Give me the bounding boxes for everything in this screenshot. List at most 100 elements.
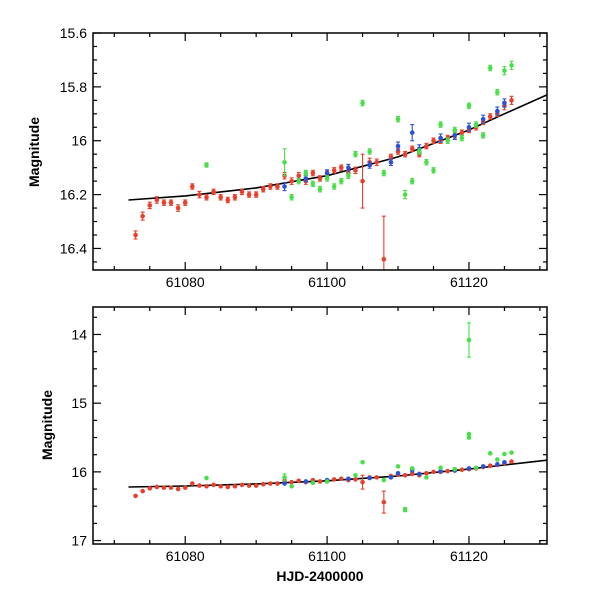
bottom-panel: 61080 61100 61120 14 15 16 17 Magnitude <box>39 306 548 564</box>
blue-data-point <box>367 475 372 481</box>
red-data-point <box>275 183 280 190</box>
blue-data-point <box>502 459 507 465</box>
green-data-point <box>395 464 401 469</box>
blue-data-point <box>438 133 443 143</box>
blue-data-point <box>502 98 507 108</box>
green-data-point <box>466 322 472 358</box>
y-tick-label: 15.8 <box>60 79 87 95</box>
red-data-point <box>424 470 429 476</box>
red-data-point <box>225 196 231 204</box>
red-data-point <box>310 169 316 177</box>
green-data-point <box>282 148 287 177</box>
green-data-point <box>204 162 209 168</box>
green-data-point <box>424 475 429 480</box>
red-data-point <box>204 483 209 489</box>
bottom-ticks-layer: 61080 61100 61120 14 15 16 17 <box>71 307 547 564</box>
green-data-point <box>317 185 323 193</box>
blue-data-point <box>417 471 422 477</box>
red-data-point <box>190 481 195 486</box>
red-data-point <box>225 484 231 490</box>
green-data-point <box>495 457 500 462</box>
green-data-point <box>466 102 472 109</box>
red-data-point <box>374 158 380 167</box>
green-data-point <box>459 134 465 142</box>
bottom-plot-frame <box>92 306 548 545</box>
blue-data-point <box>388 158 394 167</box>
red-data-point <box>133 493 138 499</box>
blue-data-point <box>495 106 500 116</box>
green-data-point <box>324 479 330 484</box>
blue-data-point <box>367 161 372 169</box>
red-data-point <box>487 113 493 120</box>
red-data-point <box>424 142 429 150</box>
red-data-point <box>360 474 365 490</box>
green-data-point <box>289 483 294 489</box>
red-data-point <box>509 95 514 105</box>
green-data-point <box>487 64 493 72</box>
red-data-point <box>374 475 380 480</box>
blue-data-point <box>480 114 486 124</box>
green-data-point <box>452 466 458 472</box>
red-data-point <box>168 199 174 206</box>
red-data-point <box>161 199 167 206</box>
red-data-point <box>431 469 436 475</box>
green-data-point <box>409 177 415 185</box>
red-data-point <box>239 482 245 488</box>
red-data-point <box>190 183 195 190</box>
bottom-y-axis-label: Magnitude <box>39 390 55 460</box>
blue-data-point <box>388 475 394 480</box>
blue-data-point <box>346 163 351 172</box>
green-data-point <box>367 148 372 155</box>
red-data-point <box>381 215 387 270</box>
top-points-layer <box>133 60 514 270</box>
red-data-point <box>445 468 450 474</box>
red-data-point <box>232 483 238 489</box>
red-data-point <box>431 137 436 144</box>
red-data-point <box>197 190 202 199</box>
green-data-point <box>480 132 486 139</box>
blue-data-point <box>346 476 351 482</box>
red-data-point <box>211 188 216 196</box>
green-data-point <box>381 477 387 483</box>
green-data-point <box>395 115 401 123</box>
red-data-point <box>133 230 138 240</box>
red-data-point <box>154 484 160 490</box>
y-tick-label: 15 <box>71 395 87 411</box>
red-data-point <box>459 467 465 473</box>
green-data-point <box>324 175 330 182</box>
green-data-point <box>310 480 316 486</box>
green-data-point <box>296 177 302 185</box>
red-data-point <box>218 483 223 489</box>
green-data-point <box>409 466 415 471</box>
red-data-point <box>275 481 280 486</box>
x-tick-label: 61080 <box>166 274 205 290</box>
y-tick-label: 15.6 <box>60 25 87 41</box>
x-tick-label: 61120 <box>450 274 488 290</box>
red-data-point <box>353 166 358 175</box>
top-plot-frame <box>92 32 548 271</box>
bottom-points-layer <box>133 322 514 514</box>
red-data-point <box>509 459 514 464</box>
green-data-point <box>353 473 358 478</box>
red-data-point <box>154 196 160 204</box>
red-data-point <box>459 129 465 136</box>
red-data-point <box>182 199 188 206</box>
blue-data-point <box>282 181 287 192</box>
y-tick-label: 16.4 <box>60 240 87 256</box>
green-data-point <box>346 172 351 179</box>
red-data-point <box>161 485 167 490</box>
green-data-point <box>487 451 493 456</box>
blue-data-point <box>409 124 415 142</box>
red-data-point <box>147 201 153 210</box>
x-tick-label: 61100 <box>308 274 346 290</box>
red-data-point <box>232 194 238 201</box>
red-data-point <box>175 486 181 492</box>
red-data-point <box>218 194 223 201</box>
blue-data-point <box>480 464 486 469</box>
green-data-point <box>473 121 479 128</box>
green-data-point <box>402 507 408 513</box>
red-data-point <box>331 477 337 482</box>
blue-data-point <box>495 462 500 467</box>
green-data-point <box>331 183 337 190</box>
